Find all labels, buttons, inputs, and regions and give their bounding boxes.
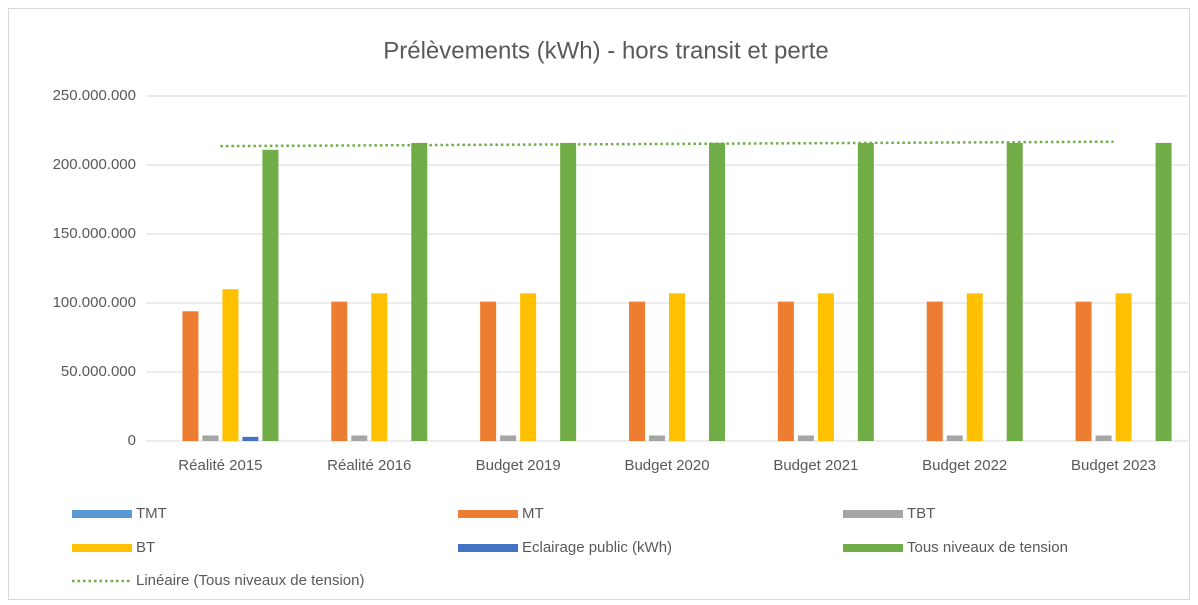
bar	[797, 435, 814, 441]
chart-frame	[8, 8, 1190, 600]
y-tick-label: 250.000.000	[53, 87, 136, 104]
bar	[857, 142, 874, 442]
legend-label: Tous niveaux de tension	[907, 539, 1068, 556]
bar	[1155, 142, 1172, 442]
x-tick-label: Budget 2021	[773, 457, 858, 474]
legend-swatch	[72, 544, 132, 552]
bar	[520, 293, 537, 441]
trendline	[220, 140, 1114, 148]
bar	[202, 435, 219, 441]
bar	[182, 311, 199, 441]
bar	[500, 435, 517, 441]
chart-title: Prélèvements (kWh) - hors transit et per…	[383, 37, 828, 64]
legend-swatch	[458, 510, 518, 518]
legend-swatch	[458, 544, 518, 552]
legend-label: Eclairage public (kWh)	[522, 539, 672, 556]
bar	[966, 293, 983, 441]
bar	[629, 301, 645, 441]
bar	[946, 435, 963, 441]
y-tick-label: 200.000.000	[53, 156, 136, 173]
x-tick-label: Réalité 2015	[178, 457, 262, 474]
bar	[331, 301, 348, 441]
y-tick-label: 0	[128, 432, 136, 449]
bar	[1115, 293, 1132, 441]
legend-label: Linéaire (Tous niveaux de tension)	[136, 572, 364, 589]
bar	[777, 301, 794, 441]
x-tick-label: Budget 2023	[1071, 457, 1156, 474]
x-tick-label: Budget 2019	[476, 457, 561, 474]
bar	[560, 142, 577, 442]
bar	[242, 436, 259, 441]
legend-label: MT	[522, 505, 544, 522]
legend-label: BT	[136, 539, 155, 556]
bar	[817, 293, 834, 441]
x-tick-label: Budget 2022	[922, 457, 1007, 474]
y-tick-label: 150.000.000	[53, 225, 136, 242]
bar	[262, 149, 279, 441]
bar	[351, 435, 368, 441]
bar	[1075, 301, 1092, 441]
legend-label: TMT	[136, 505, 167, 522]
bar	[926, 301, 943, 441]
bar	[411, 142, 428, 442]
x-tick-label: Réalité 2016	[327, 457, 411, 474]
legend-swatch	[843, 544, 903, 552]
y-tick-label: 100.000.000	[53, 294, 136, 311]
legend-swatch	[72, 510, 132, 518]
bar	[222, 289, 239, 441]
bar	[371, 293, 388, 441]
bar	[669, 293, 685, 441]
bar	[1006, 142, 1023, 442]
bar	[480, 301, 497, 441]
bar	[649, 435, 665, 441]
bar	[709, 142, 725, 442]
bar	[1095, 435, 1112, 441]
x-tick-label: Budget 2020	[624, 457, 709, 474]
legend-swatch	[843, 510, 903, 518]
legend-label: TBT	[907, 505, 935, 522]
y-tick-label: 50.000.000	[61, 363, 136, 380]
